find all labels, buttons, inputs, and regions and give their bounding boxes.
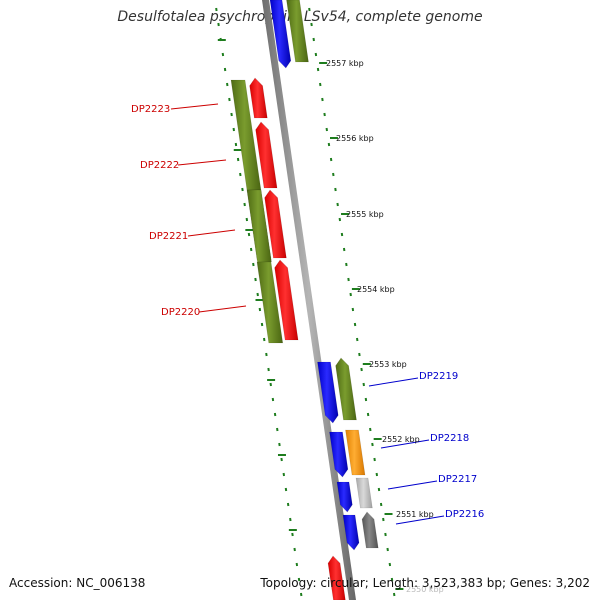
gene-label-dp2223[interactable]: DP2223 — [131, 104, 170, 115]
gene-label-dp2218[interactable]: DP2218 — [430, 433, 469, 444]
gene-red-4[interactable] — [274, 259, 299, 341]
accession-value: NC_006138 — [76, 576, 146, 590]
scale-label-2556: 2556 kbp — [336, 134, 374, 143]
gene-dp2219-blue[interactable] — [317, 361, 339, 424]
leader-dp2218 — [380, 439, 430, 449]
gene-label-dp2216[interactable]: DP2216 — [445, 509, 484, 520]
gene-dp2217-blue[interactable] — [336, 481, 353, 513]
right-tick-track — [308, 7, 396, 597]
gene-label-dp2222[interactable]: DP2222 — [140, 160, 179, 171]
gene-labels: DP2223 DP2222 DP2221 DP2220 DP2219 DP221… — [131, 104, 484, 520]
major-ticks — [217, 39, 404, 590]
gene-label-dp2219[interactable]: DP2219 — [419, 371, 458, 382]
gene-dp2216[interactable] — [361, 511, 379, 549]
tick-tracks — [215, 7, 404, 597]
scale-label-2554: 2554 kbp — [357, 285, 395, 294]
gene-dp2220[interactable] — [256, 261, 284, 344]
leader-dp2221 — [187, 229, 236, 237]
gene-dp2221-olive[interactable] — [246, 189, 272, 263]
feature-top-olive[interactable] — [286, 0, 309, 63]
gene-label-dp2221[interactable]: DP2221 — [149, 231, 188, 242]
scale-label-2557: 2557 kbp — [326, 59, 364, 68]
leader-dp2216 — [395, 515, 445, 525]
scale-label-2555: 2555 kbp — [346, 210, 384, 219]
gene-features — [230, 0, 379, 600]
gene-red-2[interactable] — [255, 121, 278, 189]
gene-dp2218[interactable] — [345, 429, 366, 476]
accession: Accession: NC_006138 — [9, 576, 145, 590]
gene-label-dp2220[interactable]: DP2220 — [161, 307, 200, 318]
gene-red-3[interactable] — [264, 189, 287, 259]
leader-dp2219 — [368, 377, 419, 387]
scale-label-2553: 2553 kbp — [369, 360, 407, 369]
gene-dp2219[interactable] — [335, 357, 357, 421]
leader-dp2223 — [170, 103, 219, 110]
gene-dp2217[interactable] — [355, 477, 373, 509]
leader-dp2222 — [177, 159, 227, 166]
label-leaders — [170, 103, 445, 525]
feature-bottom-red[interactable] — [327, 555, 346, 600]
gene-dp2216-blue[interactable] — [342, 514, 360, 551]
scale-label-2550: 2550 kbp — [406, 585, 444, 594]
gene-label-dp2217[interactable]: DP2217 — [438, 474, 477, 485]
leader-dp2217 — [387, 480, 438, 490]
scale-label-2551: 2551 kbp — [396, 510, 434, 519]
gene-dp2218-blue[interactable] — [329, 431, 349, 478]
leader-dp2220 — [198, 305, 247, 313]
genome-summary: Topology: circular; Length: 3,523,383 bp… — [260, 576, 590, 590]
feature-top-blue[interactable] — [269, 0, 292, 69]
accession-label: Accession: — [9, 576, 73, 590]
scale-labels: 2557 kbp 2556 kbp 2555 kbp 2554 kbp 2553… — [326, 59, 444, 594]
scale-label-2552: 2552 kbp — [382, 435, 420, 444]
gene-red-1[interactable] — [249, 77, 268, 119]
